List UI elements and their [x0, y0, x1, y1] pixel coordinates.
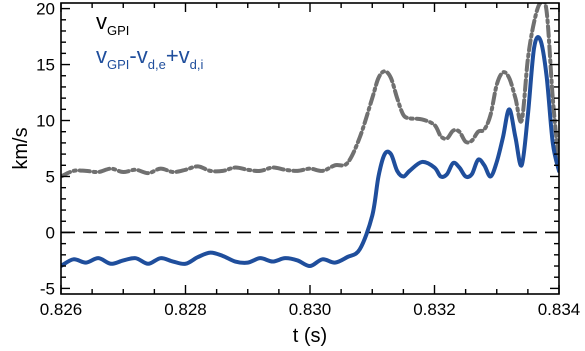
y-tick-label: 5 [46, 167, 55, 186]
y-tick-label: 15 [36, 56, 55, 75]
x-tick-label: 0.834 [538, 300, 581, 319]
y-tick-label: 20 [36, 0, 55, 19]
y-axis-label: km/s [10, 127, 32, 169]
x-tick-label: 0.832 [413, 300, 456, 319]
legend-entry-1: vGPI [96, 9, 129, 38]
x-axis-label: t (s) [293, 325, 327, 347]
series-line-1 [61, 3, 559, 179]
series-line-2 [61, 35, 559, 269]
legend-entry-2: vGPI-vd,e+vd,i [96, 43, 204, 72]
x-tick-label: 0.826 [40, 300, 83, 319]
y-tick-label: 10 [36, 112, 55, 131]
x-tick-label: 0.830 [289, 300, 332, 319]
y-tick-label: 0 [46, 223, 55, 242]
y-tick-label: -5 [40, 279, 55, 298]
x-tick-label: 0.828 [164, 300, 207, 319]
legend: vGPI vGPI-vd,e+vd,i [96, 9, 204, 72]
